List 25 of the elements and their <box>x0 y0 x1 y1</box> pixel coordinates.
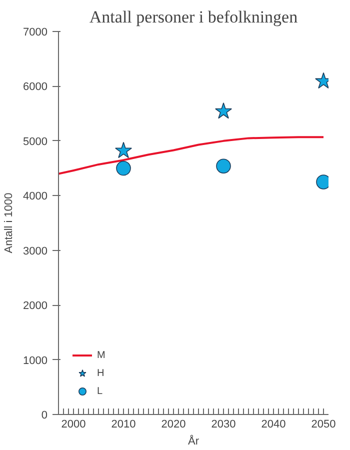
chart-title: Antall personer i befolkningen <box>89 8 298 26</box>
y-tick-label: 7000 <box>23 26 48 38</box>
y-tick-label: 6000 <box>23 81 48 94</box>
legend-label: L <box>97 384 104 398</box>
legend-label: H <box>97 366 106 380</box>
x-tick-label: 2010 <box>111 418 136 430</box>
point <box>215 102 232 119</box>
y-tick-label: 0 <box>41 410 48 422</box>
legend-label: M <box>97 348 106 362</box>
x-tick-label: 2020 <box>161 418 186 430</box>
line-series <box>58 136 324 175</box>
x-tick-label: 2000 <box>61 418 86 430</box>
y-axis-title: Antall i 1000 <box>3 192 16 254</box>
y-tick-label: 5000 <box>23 136 48 148</box>
point <box>116 160 131 176</box>
x-tick-label: 2030 <box>211 418 236 430</box>
y-tick-label: 4000 <box>23 190 48 203</box>
x-tick-label: 2040 <box>261 418 286 430</box>
x-axis-title: År <box>188 434 200 448</box>
x-tick-label: 2050 <box>311 418 336 430</box>
y-tick-label: 2000 <box>23 300 48 312</box>
y-tick-label: 1000 <box>23 354 48 367</box>
point <box>115 142 132 158</box>
point <box>216 158 231 174</box>
y-tick-label: 3000 <box>23 245 48 258</box>
